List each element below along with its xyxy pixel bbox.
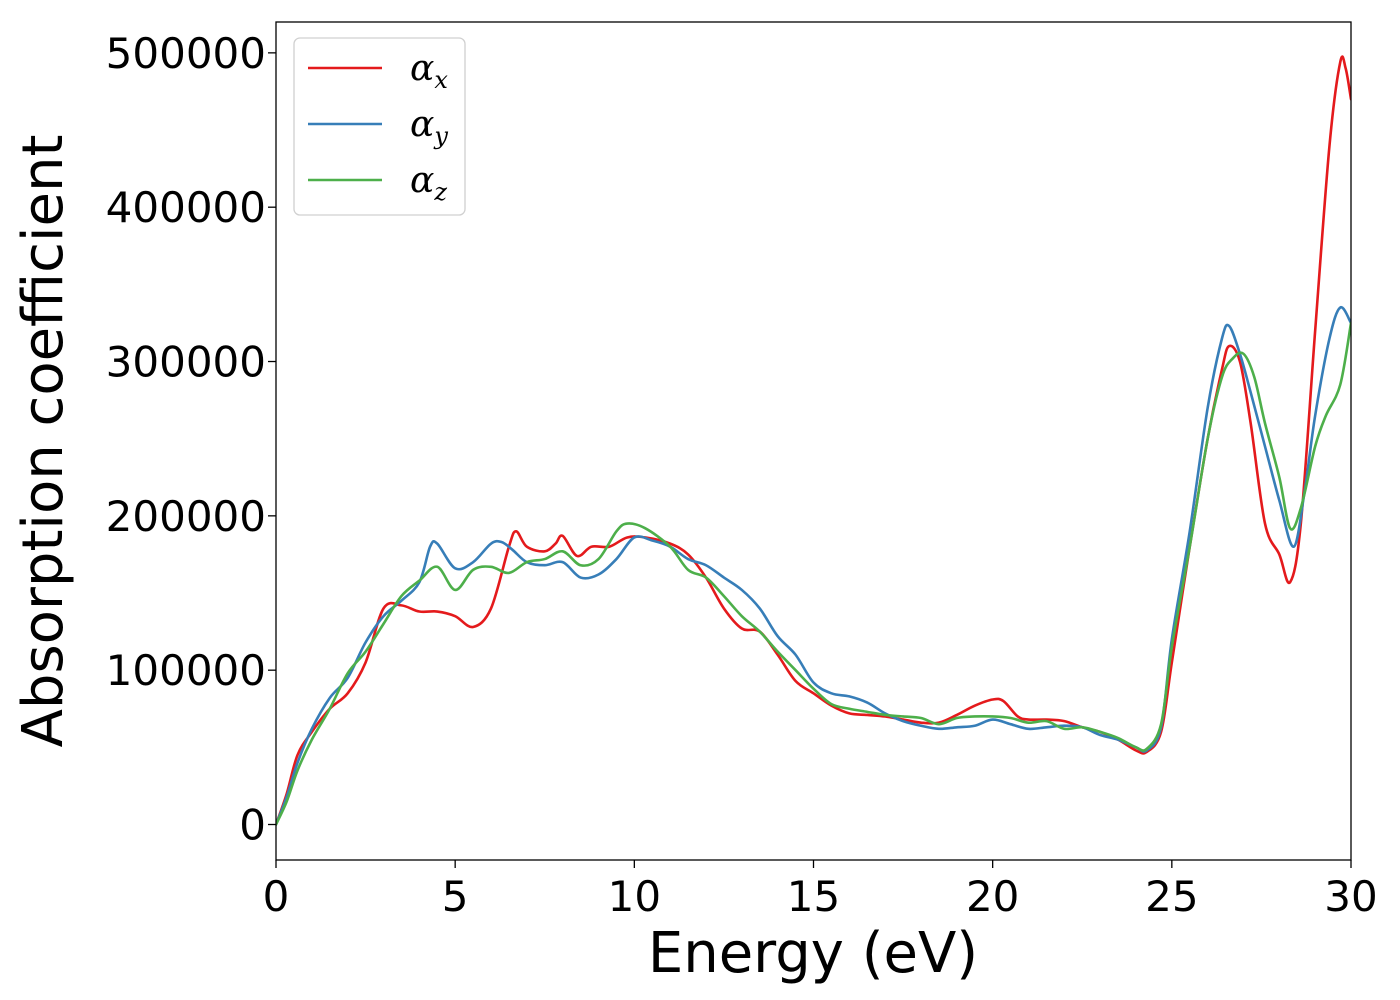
x-tick-label: 30 bbox=[1324, 872, 1377, 921]
legend-subscript: y bbox=[433, 122, 448, 150]
y-tick-label: 100000 bbox=[106, 646, 266, 695]
y-tick-label: 200000 bbox=[106, 492, 266, 541]
y-tick-label: 500000 bbox=[106, 29, 266, 78]
x-tick-label: 20 bbox=[966, 872, 1019, 921]
x-axis-title: Energy (eV) bbox=[648, 921, 978, 986]
x-tick-label: 25 bbox=[1145, 872, 1198, 921]
y-ticks: 0 100000 200000 300000 400000 500000 bbox=[106, 29, 276, 850]
x-tick-label: 0 bbox=[263, 872, 290, 921]
legend-box bbox=[293, 37, 466, 216]
series-line-alpha-z bbox=[276, 321, 1351, 826]
series-line-alpha-x bbox=[276, 55, 1351, 826]
legend-subscript: z bbox=[433, 178, 447, 206]
legend-subscript: x bbox=[434, 66, 448, 94]
x-tick-label: 15 bbox=[787, 872, 840, 921]
y-tick-label: 300000 bbox=[106, 338, 266, 387]
y-tick-label: 0 bbox=[239, 801, 266, 850]
y-tick-label: 400000 bbox=[106, 183, 266, 232]
x-ticks: 0 5 10 15 20 25 30 bbox=[263, 860, 1378, 921]
x-tick-label: 10 bbox=[608, 872, 661, 921]
x-tick-label: 5 bbox=[442, 872, 469, 921]
series-layer bbox=[276, 55, 1351, 826]
y-axis-title: Absorption coefficient bbox=[11, 135, 76, 748]
series-line-alpha-y bbox=[276, 306, 1351, 826]
